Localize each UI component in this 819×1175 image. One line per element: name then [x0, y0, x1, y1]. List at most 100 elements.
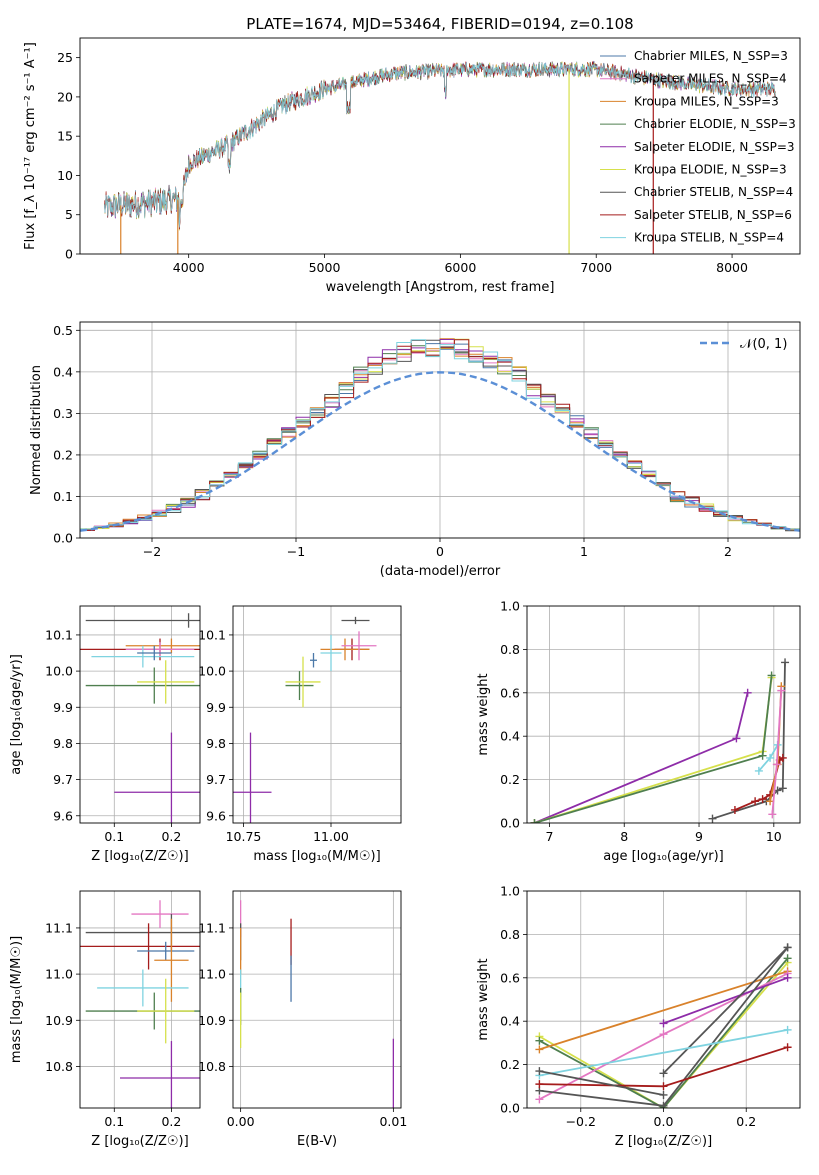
series-marker [783, 943, 792, 952]
x-tick-label: 1 [580, 544, 588, 559]
series-chabrier_elodie [530, 671, 776, 823]
series-salpeter_elodie [659, 973, 792, 1028]
series-marker [778, 753, 787, 762]
y-axis-label: Flux [f_λ 10⁻¹⁷ erg cm⁻² s⁻¹ A⁻¹] [23, 42, 38, 250]
series-marker [659, 1030, 668, 1039]
y-tick-label: 10.1 [198, 627, 226, 642]
series-marker [754, 766, 763, 775]
plot-area-spectrum [104, 60, 776, 254]
series-chabrier_stelib [708, 658, 790, 823]
x-tick-label: 0.1 [104, 829, 124, 844]
y-tick-label: 0.0 [500, 816, 520, 831]
series-line [539, 1070, 664, 1096]
series-marker [730, 805, 739, 814]
series-marker [768, 810, 777, 819]
series-salpeter_elodie [530, 688, 752, 823]
normal-curve [80, 371, 800, 532]
series-marker [535, 1080, 544, 1089]
x-axis-label: E(B-V) [297, 1134, 337, 1149]
x-tick-label: −1 [287, 544, 305, 559]
y-tick-label: 10.8 [198, 1059, 226, 1074]
series-marker [783, 1025, 792, 1034]
y-axis-label: mass weight [476, 958, 491, 1040]
y-tick-label: 10.0 [198, 664, 226, 679]
data-point-chabrier_miles [137, 645, 172, 661]
x-tick-label: 0 [436, 544, 444, 559]
y-tick-label: 20 [57, 89, 73, 104]
x-tick-label: 0.2 [736, 1114, 756, 1129]
y-tick-label: 1.0 [500, 599, 520, 614]
legend-label: Salpeter STELIB, N_SSP=6 [634, 208, 792, 222]
series-chabrier_stelib [659, 943, 792, 1078]
y-tick-label: 11.1 [198, 920, 226, 935]
series-marker [758, 751, 767, 760]
series-line [534, 675, 773, 823]
series-marker [535, 1095, 544, 1104]
series-marker [767, 671, 776, 680]
series-marker [535, 1045, 544, 1054]
data-point-kroupa_miles [154, 918, 189, 1002]
x-tick-label: 8000 [716, 260, 748, 275]
data-point-salpeter_elodie [114, 732, 200, 823]
x-axis-label: Z [log₁₀(Z/Z☉)] [91, 849, 188, 864]
y-tick-label: 10.9 [198, 1013, 226, 1028]
x-tick-label: 0.0 [654, 1114, 674, 1129]
series-marker [783, 973, 792, 982]
data-point-chabrier_elodie [85, 667, 200, 704]
y-tick-label: 0.4 [53, 364, 73, 379]
legend-label: Kroupa ELODIE, N_SSP=3 [634, 163, 787, 177]
y-tick-label: 0.3 [53, 406, 73, 421]
x-axis-label: wavelength [Angstrom, rest frame] [326, 280, 555, 295]
series-marker [535, 1036, 544, 1045]
x-tick-label: 6000 [444, 260, 476, 275]
x-tick-label: 11.00 [313, 829, 349, 844]
series-marker [659, 1082, 668, 1091]
plot-area-age_vs_mass [233, 606, 401, 823]
panel-mass_vs_ebv: 0.00 0.01 10.8 10.9 11.0 11.1 E(B-V) [198, 890, 407, 1149]
y-tick-label: 11.0 [198, 967, 226, 982]
axes-frame [79, 37, 801, 255]
y-tick-label: 11.0 [45, 967, 73, 982]
y-tick-label: 0.1 [53, 489, 73, 504]
y-tick-label: 9.9 [206, 700, 226, 715]
legend-label: Kroupa MILES, N_SSP=3 [634, 94, 779, 108]
axes-frame [526, 890, 801, 1109]
data-point-salpeter_miles [131, 900, 189, 928]
series-line [662, 946, 789, 1074]
y-tick-label: 10.9 [45, 1013, 73, 1028]
data-point-kroupa_elodie [137, 660, 195, 704]
legend-label: 𝒩(0, 1) [740, 337, 787, 352]
legend-label: Chabrier STELIB, N_SSP=4 [634, 185, 793, 199]
plot-area-weight_vs_age [527, 606, 800, 823]
data-point-salpeter_miles [341, 631, 377, 661]
y-tick-label: 0.0 [53, 531, 73, 546]
spectrum-line-kroupa_stelib [104, 62, 776, 228]
series-line [534, 677, 773, 823]
series-line [539, 1029, 788, 1077]
y-tick-label: 0.2 [500, 772, 520, 787]
figure-title: PLATE=1674, MJD=53464, FIBERID=0194, z=0… [246, 15, 633, 33]
y-tick-label: 0 [65, 247, 73, 262]
y-tick-label: 0.4 [500, 729, 520, 744]
spectrum-legend: Chabrier MILES, N_SSP=3 Salpeter MILES, N… [600, 49, 796, 245]
series-marker [777, 686, 786, 695]
y-tick-label: 9.6 [206, 808, 226, 823]
axes-frame [79, 890, 201, 1109]
x-axis-label: Z [log₁₀(Z/Z☉)] [615, 1134, 712, 1149]
y-tick-label: 10.1 [45, 627, 73, 642]
y-tick-label: 9.8 [53, 736, 73, 751]
series-salpeter_stelib [730, 753, 787, 814]
series-marker [781, 658, 790, 667]
data-point-chabrier_miles [137, 941, 195, 961]
x-tick-label: −0.2 [566, 1114, 596, 1129]
y-tick-label: 0.2 [53, 447, 73, 462]
series-marker [535, 1067, 544, 1076]
data-point-kroupa_stelib [91, 645, 195, 668]
x-tick-label: 7 [545, 829, 553, 844]
x-tick-label: 0.01 [379, 1114, 407, 1129]
data-point-salpeter_elodie [233, 732, 272, 823]
y-tick-label: 9.9 [53, 700, 73, 715]
x-axis-label: (data-model)/error [380, 564, 501, 579]
